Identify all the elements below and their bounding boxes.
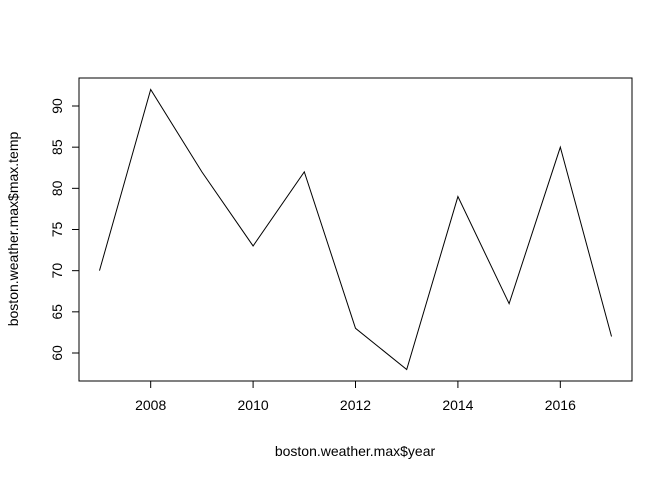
x-axis-title: boston.weather.max$year [275, 443, 436, 459]
x-tick-label: 2010 [238, 397, 269, 413]
series-line [99, 88, 613, 371]
y-tick-label: 70 [49, 263, 65, 279]
y-tick-label: 90 [49, 98, 65, 114]
y-axis-title: boston.weather.max$max.temp [5, 132, 21, 327]
x-tick-label: 2012 [340, 397, 371, 413]
y-axis: 60 65 70 75 80 85 90 [49, 98, 80, 361]
y-tick-label: 60 [49, 345, 65, 361]
y-tick-label: 65 [49, 304, 65, 320]
plot-frame [78, 77, 633, 382]
y-tick-label: 75 [49, 222, 65, 238]
x-tick-label: 2008 [135, 397, 166, 413]
x-tick-label: 2016 [545, 397, 576, 413]
y-tick-label: 85 [49, 139, 65, 155]
y-tick-label: 80 [49, 180, 65, 196]
series-layer [99, 88, 613, 371]
x-axis: 2008 2010 2012 2014 2016 [135, 380, 576, 413]
x-tick-label: 2014 [442, 397, 473, 413]
